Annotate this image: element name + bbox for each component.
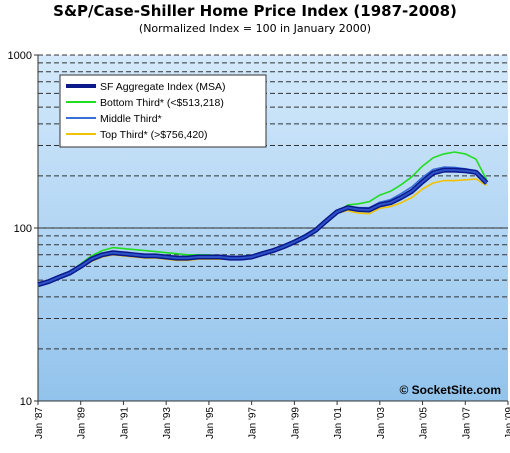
x-tick-label: Jan '99 — [290, 407, 301, 439]
x-tick-label: Jan '97 — [248, 407, 259, 439]
y-tick-label: 1000 — [8, 50, 32, 62]
x-tick-label: Jan '91 — [119, 407, 130, 439]
x-tick-label: Jan '93 — [162, 407, 173, 439]
legend-label: Bottom Third* (<$513,218) — [100, 97, 224, 109]
x-tick-label: Jan '05 — [419, 407, 430, 439]
legend: SF Aggregate Index (MSA) Bottom Third* (<… — [59, 74, 267, 148]
watermark: © SocketSite.com — [399, 383, 501, 397]
x-tick-label: Jan '09 — [504, 407, 510, 439]
chart-title: S&P/Case-Shiller Home Price Index (1987-… — [53, 2, 457, 20]
y-axis: 10 100 1000 — [8, 50, 38, 408]
x-tick-label: Jan '95 — [205, 407, 216, 439]
x-tick-label: Jan '03 — [376, 407, 387, 439]
x-tick-label: Jan '87 — [34, 407, 45, 439]
y-tick-label: 10 — [20, 396, 32, 408]
legend-label: Middle Third* — [100, 113, 162, 125]
chart-subtitle: (Normalized Index = 100 in January 2000) — [138, 22, 372, 35]
series-lines — [37, 151, 489, 288]
legend-label: SF Aggregate Index (MSA) — [100, 81, 225, 93]
x-tick-label: Jan '01 — [333, 407, 344, 439]
x-axis: Jan '87 Jan '89 Jan '91 Jan '93 Jan '95 Jan '… — [34, 401, 510, 439]
gridlines — [38, 54, 508, 350]
series-line-0 — [37, 169, 488, 286]
x-tick-label: Jan '07 — [461, 407, 472, 439]
x-tick-label: Jan '89 — [77, 407, 88, 439]
y-tick-label: 100 — [14, 223, 32, 235]
legend-label: Top Third* (>$756,420) — [100, 129, 208, 141]
